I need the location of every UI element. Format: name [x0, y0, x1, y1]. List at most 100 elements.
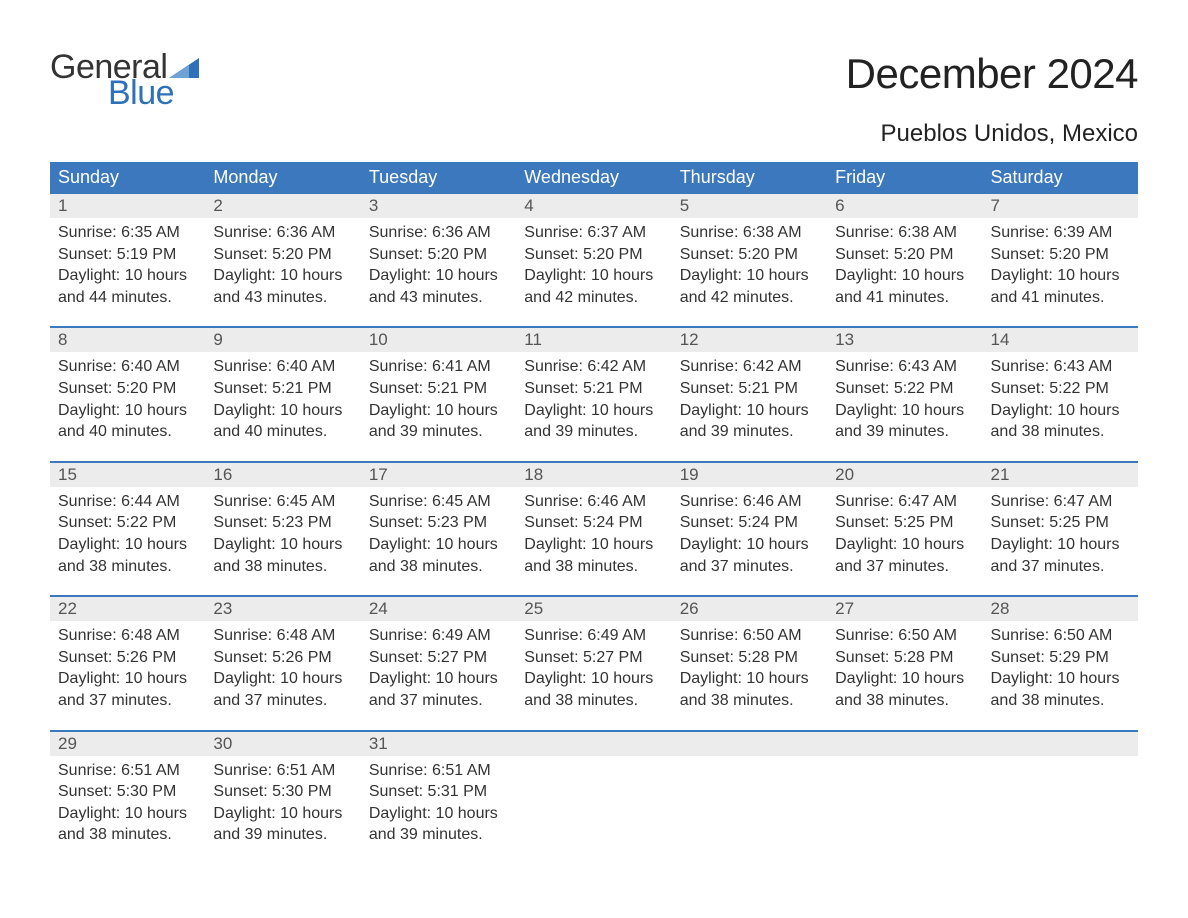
sunset-line: Sunset: 5:26 PM: [58, 647, 197, 669]
day-number-cell: 5: [672, 194, 827, 218]
daylight-line-2: and 41 minutes.: [835, 287, 974, 309]
daylight-line-1: Daylight: 10 hours: [369, 400, 508, 422]
sunset-line: Sunset: 5:20 PM: [680, 244, 819, 266]
sunrise-line: Sunrise: 6:39 AM: [991, 222, 1130, 244]
day-detail-cell: Sunrise: 6:44 AMSunset: 5:22 PMDaylight:…: [50, 487, 205, 577]
sunset-line: Sunset: 5:23 PM: [369, 512, 508, 534]
detail-row: Sunrise: 6:35 AMSunset: 5:19 PMDaylight:…: [50, 218, 1138, 308]
day-detail-cell: Sunrise: 6:45 AMSunset: 5:23 PMDaylight:…: [205, 487, 360, 577]
calendar-header-cell: Friday: [827, 162, 982, 194]
day-number-cell: 18: [516, 463, 671, 487]
day-number-cell: 28: [983, 597, 1138, 621]
sunset-line: Sunset: 5:24 PM: [524, 512, 663, 534]
sunrise-line: Sunrise: 6:41 AM: [369, 356, 508, 378]
day-detail-cell: Sunrise: 6:47 AMSunset: 5:25 PMDaylight:…: [983, 487, 1138, 577]
sunrise-line: Sunrise: 6:43 AM: [991, 356, 1130, 378]
daylight-line-2: and 40 minutes.: [58, 421, 197, 443]
sunrise-line: Sunrise: 6:38 AM: [835, 222, 974, 244]
day-number-cell: [983, 732, 1138, 756]
sunrise-line: Sunrise: 6:51 AM: [213, 760, 352, 782]
day-number-cell: 29: [50, 732, 205, 756]
daylight-line-1: Daylight: 10 hours: [524, 400, 663, 422]
sunset-line: Sunset: 5:20 PM: [369, 244, 508, 266]
detail-row: Sunrise: 6:44 AMSunset: 5:22 PMDaylight:…: [50, 487, 1138, 577]
daylight-line-1: Daylight: 10 hours: [369, 803, 508, 825]
sunrise-line: Sunrise: 6:46 AM: [524, 491, 663, 513]
day-number-cell: 14: [983, 328, 1138, 352]
sunrise-line: Sunrise: 6:40 AM: [58, 356, 197, 378]
daynum-row: 1234567: [50, 194, 1138, 218]
daylight-line-2: and 38 minutes.: [524, 556, 663, 578]
sunrise-line: Sunrise: 6:50 AM: [835, 625, 974, 647]
daylight-line-2: and 40 minutes.: [213, 421, 352, 443]
calendar-header-row: SundayMondayTuesdayWednesdayThursdayFrid…: [50, 162, 1138, 194]
day-number-cell: 6: [827, 194, 982, 218]
sunset-line: Sunset: 5:20 PM: [213, 244, 352, 266]
daylight-line-2: and 37 minutes.: [213, 690, 352, 712]
sunset-line: Sunset: 5:21 PM: [213, 378, 352, 400]
sunrise-line: Sunrise: 6:47 AM: [991, 491, 1130, 513]
day-detail-cell: Sunrise: 6:42 AMSunset: 5:21 PMDaylight:…: [516, 352, 671, 442]
day-detail-cell: Sunrise: 6:43 AMSunset: 5:22 PMDaylight:…: [983, 352, 1138, 442]
daylight-line-2: and 44 minutes.: [58, 287, 197, 309]
sunset-line: Sunset: 5:20 PM: [835, 244, 974, 266]
daylight-line-1: Daylight: 10 hours: [213, 400, 352, 422]
sunset-line: Sunset: 5:31 PM: [369, 781, 508, 803]
sunset-line: Sunset: 5:20 PM: [991, 244, 1130, 266]
calendar-header-cell: Thursday: [672, 162, 827, 194]
day-detail-cell: Sunrise: 6:49 AMSunset: 5:27 PMDaylight:…: [516, 621, 671, 711]
sunrise-line: Sunrise: 6:40 AM: [213, 356, 352, 378]
day-detail-cell: Sunrise: 6:36 AMSunset: 5:20 PMDaylight:…: [361, 218, 516, 308]
day-number-cell: 7: [983, 194, 1138, 218]
daylight-line-2: and 38 minutes.: [524, 690, 663, 712]
day-number-cell: 20: [827, 463, 982, 487]
calendar-header-cell: Wednesday: [516, 162, 671, 194]
day-detail-cell: Sunrise: 6:51 AMSunset: 5:30 PMDaylight:…: [205, 756, 360, 846]
daylight-line-1: Daylight: 10 hours: [991, 265, 1130, 287]
day-detail-cell: Sunrise: 6:42 AMSunset: 5:21 PMDaylight:…: [672, 352, 827, 442]
daynum-row: 891011121314: [50, 328, 1138, 352]
day-detail-cell: [827, 756, 982, 846]
day-number-cell: 19: [672, 463, 827, 487]
daylight-line-2: and 39 minutes.: [369, 421, 508, 443]
daylight-line-1: Daylight: 10 hours: [58, 534, 197, 556]
daylight-line-2: and 39 minutes.: [213, 824, 352, 846]
day-number-cell: 9: [205, 328, 360, 352]
daylight-line-1: Daylight: 10 hours: [213, 534, 352, 556]
daylight-line-2: and 41 minutes.: [991, 287, 1130, 309]
daylight-line-1: Daylight: 10 hours: [835, 400, 974, 422]
day-number-cell: 24: [361, 597, 516, 621]
day-number-cell: 8: [50, 328, 205, 352]
daylight-line-2: and 38 minutes.: [680, 690, 819, 712]
day-detail-cell: Sunrise: 6:50 AMSunset: 5:28 PMDaylight:…: [672, 621, 827, 711]
sunset-line: Sunset: 5:28 PM: [680, 647, 819, 669]
sunrise-line: Sunrise: 6:48 AM: [58, 625, 197, 647]
daynum-row: 293031: [50, 732, 1138, 756]
daylight-line-1: Daylight: 10 hours: [680, 265, 819, 287]
daylight-line-1: Daylight: 10 hours: [369, 265, 508, 287]
day-number-cell: 2: [205, 194, 360, 218]
day-detail-cell: Sunrise: 6:39 AMSunset: 5:20 PMDaylight:…: [983, 218, 1138, 308]
daylight-line-1: Daylight: 10 hours: [369, 668, 508, 690]
day-detail-cell: Sunrise: 6:46 AMSunset: 5:24 PMDaylight:…: [516, 487, 671, 577]
daylight-line-2: and 42 minutes.: [680, 287, 819, 309]
sunrise-line: Sunrise: 6:49 AM: [524, 625, 663, 647]
sunrise-line: Sunrise: 6:51 AM: [58, 760, 197, 782]
calendar-header-cell: Tuesday: [361, 162, 516, 194]
daynum-row: 15161718192021: [50, 463, 1138, 487]
day-number-cell: 12: [672, 328, 827, 352]
day-detail-cell: Sunrise: 6:46 AMSunset: 5:24 PMDaylight:…: [672, 487, 827, 577]
day-detail-cell: [516, 756, 671, 846]
daylight-line-2: and 38 minutes.: [58, 556, 197, 578]
day-number-cell: 3: [361, 194, 516, 218]
day-number-cell: 31: [361, 732, 516, 756]
day-detail-cell: [983, 756, 1138, 846]
sunset-line: Sunset: 5:29 PM: [991, 647, 1130, 669]
sunset-line: Sunset: 5:24 PM: [680, 512, 819, 534]
daylight-line-2: and 38 minutes.: [213, 556, 352, 578]
day-number-cell: [516, 732, 671, 756]
day-detail-cell: Sunrise: 6:50 AMSunset: 5:28 PMDaylight:…: [827, 621, 982, 711]
daylight-line-1: Daylight: 10 hours: [213, 265, 352, 287]
daylight-line-2: and 42 minutes.: [524, 287, 663, 309]
sunrise-line: Sunrise: 6:49 AM: [369, 625, 508, 647]
